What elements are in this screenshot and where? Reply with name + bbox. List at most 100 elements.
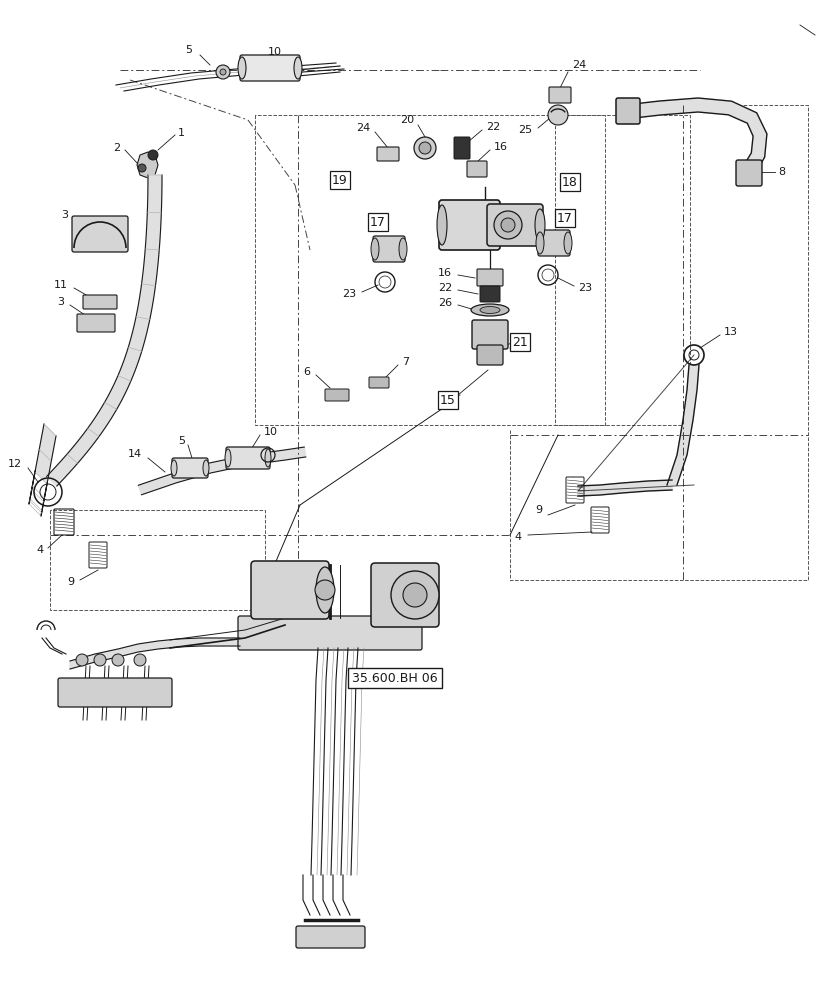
FancyBboxPatch shape xyxy=(467,161,486,177)
FancyBboxPatch shape xyxy=(77,314,115,332)
Ellipse shape xyxy=(534,209,545,241)
Text: 19: 19 xyxy=(332,174,347,187)
Ellipse shape xyxy=(265,449,270,467)
Text: 24: 24 xyxy=(572,60,586,70)
FancyBboxPatch shape xyxy=(240,55,300,81)
Circle shape xyxy=(76,654,88,666)
Circle shape xyxy=(215,65,229,79)
FancyBboxPatch shape xyxy=(438,200,500,250)
Circle shape xyxy=(138,164,146,172)
Polygon shape xyxy=(138,447,305,495)
Polygon shape xyxy=(577,480,672,496)
Circle shape xyxy=(493,211,522,239)
Ellipse shape xyxy=(437,205,446,245)
Ellipse shape xyxy=(315,567,333,613)
FancyBboxPatch shape xyxy=(479,286,500,302)
Circle shape xyxy=(391,571,438,619)
Text: 23: 23 xyxy=(577,283,591,293)
Text: 25: 25 xyxy=(518,125,532,135)
Circle shape xyxy=(112,654,124,666)
Circle shape xyxy=(147,150,158,160)
Polygon shape xyxy=(47,175,162,486)
FancyBboxPatch shape xyxy=(369,377,388,388)
Text: 24: 24 xyxy=(355,123,369,133)
Polygon shape xyxy=(70,638,240,669)
Circle shape xyxy=(547,105,568,125)
FancyBboxPatch shape xyxy=(238,616,422,650)
Text: 9: 9 xyxy=(67,577,74,587)
Circle shape xyxy=(402,583,427,607)
Text: 22: 22 xyxy=(486,122,500,132)
Circle shape xyxy=(500,218,514,232)
Circle shape xyxy=(419,142,431,154)
FancyBboxPatch shape xyxy=(226,447,269,469)
Circle shape xyxy=(314,580,335,600)
Ellipse shape xyxy=(294,57,301,79)
FancyBboxPatch shape xyxy=(477,269,502,286)
FancyBboxPatch shape xyxy=(735,160,761,186)
Text: 23: 23 xyxy=(342,289,355,299)
Text: 7: 7 xyxy=(401,357,409,367)
Text: 6: 6 xyxy=(303,367,310,377)
FancyBboxPatch shape xyxy=(486,204,542,246)
FancyBboxPatch shape xyxy=(72,216,128,252)
FancyBboxPatch shape xyxy=(454,137,469,159)
Polygon shape xyxy=(666,365,698,485)
Text: 12: 12 xyxy=(8,459,22,469)
Text: 3: 3 xyxy=(61,210,68,220)
Ellipse shape xyxy=(399,238,406,260)
Text: 2: 2 xyxy=(113,143,120,153)
Circle shape xyxy=(219,69,226,75)
Text: 4: 4 xyxy=(37,545,44,555)
Text: 4: 4 xyxy=(514,532,522,542)
Text: 14: 14 xyxy=(128,449,142,459)
FancyBboxPatch shape xyxy=(537,230,569,256)
Text: 26: 26 xyxy=(437,298,451,308)
FancyBboxPatch shape xyxy=(472,320,508,349)
Text: 21: 21 xyxy=(512,336,527,349)
Ellipse shape xyxy=(479,306,500,314)
Text: 13: 13 xyxy=(723,327,737,337)
FancyBboxPatch shape xyxy=(549,87,570,103)
FancyBboxPatch shape xyxy=(83,295,117,309)
Text: 35.600.BH 06: 35.600.BH 06 xyxy=(351,672,437,684)
Circle shape xyxy=(133,654,146,666)
FancyBboxPatch shape xyxy=(58,678,172,707)
Ellipse shape xyxy=(171,460,177,476)
Text: 1: 1 xyxy=(178,128,185,138)
Text: 16: 16 xyxy=(493,142,508,152)
FancyBboxPatch shape xyxy=(296,926,364,948)
Text: 15: 15 xyxy=(440,393,455,406)
Text: 18: 18 xyxy=(561,176,577,189)
Text: 17: 17 xyxy=(556,212,572,225)
FancyBboxPatch shape xyxy=(324,389,349,401)
Text: 22: 22 xyxy=(437,283,451,293)
FancyBboxPatch shape xyxy=(615,98,639,124)
Text: 11: 11 xyxy=(54,280,68,290)
Text: 20: 20 xyxy=(400,115,414,125)
Text: 9: 9 xyxy=(534,505,541,515)
FancyBboxPatch shape xyxy=(373,236,405,262)
FancyBboxPatch shape xyxy=(370,563,438,627)
Ellipse shape xyxy=(563,232,572,254)
Text: 5: 5 xyxy=(178,436,185,446)
FancyBboxPatch shape xyxy=(477,345,502,365)
Polygon shape xyxy=(623,98,766,176)
Ellipse shape xyxy=(470,304,509,316)
Text: 8: 8 xyxy=(777,167,784,177)
FancyBboxPatch shape xyxy=(251,561,328,619)
Text: 5: 5 xyxy=(185,45,192,55)
Ellipse shape xyxy=(224,449,231,467)
Circle shape xyxy=(94,654,106,666)
Ellipse shape xyxy=(370,238,378,260)
Text: 16: 16 xyxy=(437,268,451,278)
Ellipse shape xyxy=(238,57,246,79)
Ellipse shape xyxy=(203,460,209,476)
Text: 10: 10 xyxy=(264,427,278,437)
Circle shape xyxy=(414,137,436,159)
Ellipse shape xyxy=(536,232,543,254)
Text: 17: 17 xyxy=(369,216,386,229)
FancyBboxPatch shape xyxy=(377,147,399,161)
Text: 3: 3 xyxy=(57,297,64,307)
Polygon shape xyxy=(137,152,158,178)
